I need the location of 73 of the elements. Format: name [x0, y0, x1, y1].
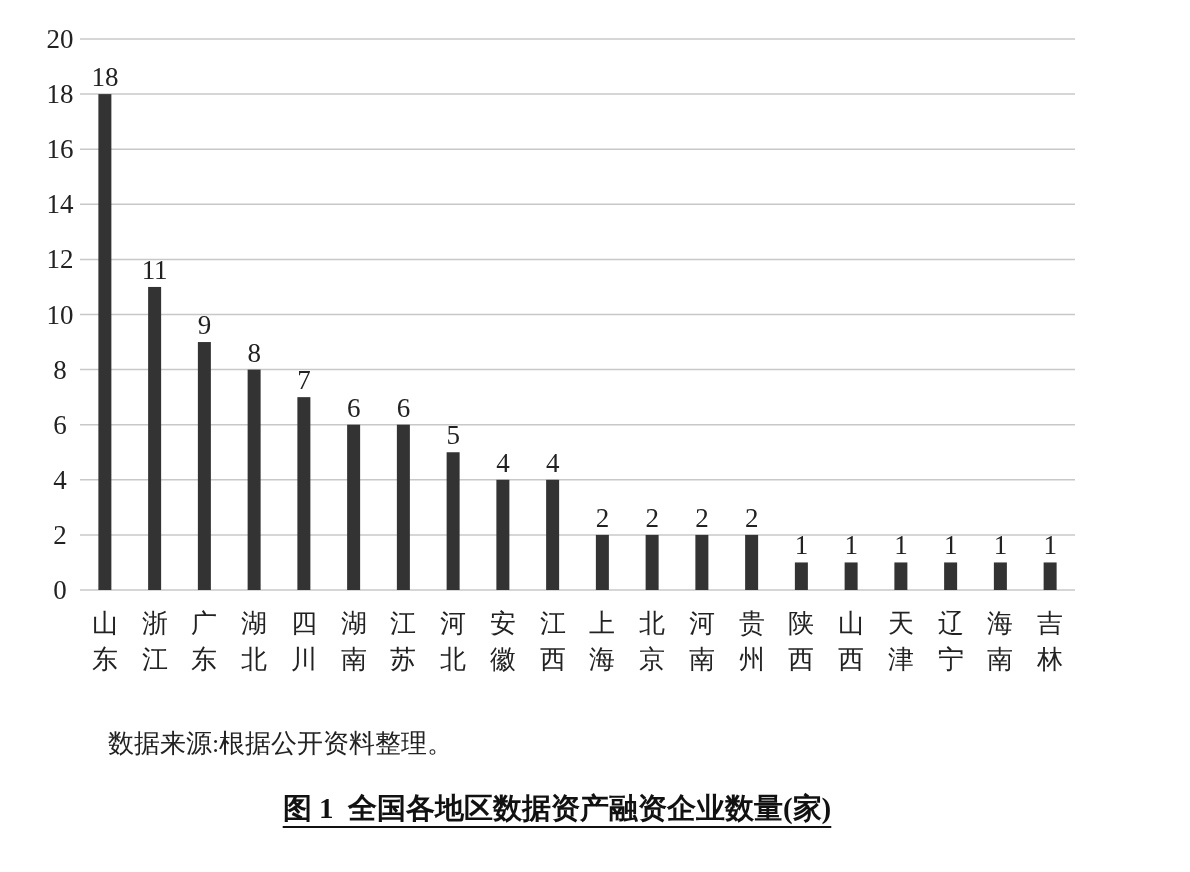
x-tick-label: 辽宁: [937, 609, 964, 674]
x-tick-label: 山西: [838, 609, 865, 674]
bar: [745, 534, 759, 590]
bar: [944, 562, 958, 590]
data-label: 8: [247, 337, 261, 368]
data-label: 2: [645, 502, 659, 533]
data-label: 1: [1043, 530, 1057, 561]
data-label: 2: [595, 502, 610, 533]
y-tick-label: 20: [46, 24, 74, 54]
y-tick-label: 18: [46, 79, 74, 110]
data-label: 2: [695, 502, 709, 533]
text: 图 1 全国各地区数据资产融资企业数量(家): [282, 792, 832, 825]
x-tick-label: 江苏: [390, 609, 417, 674]
bar: [197, 342, 211, 590]
data-label: 9: [197, 310, 212, 341]
y-tick-label: 16: [46, 134, 74, 165]
x-tick-label: 上海: [589, 609, 616, 674]
data-label: 1: [844, 530, 858, 561]
x-tick-label: 广东: [191, 609, 218, 674]
bar: [894, 562, 908, 590]
bar: [98, 94, 112, 590]
x-tick-label: 湖北: [241, 609, 268, 674]
bar: [645, 534, 659, 590]
data-label: 1: [894, 530, 908, 561]
bar: [595, 534, 609, 590]
data-label: 7: [297, 365, 311, 396]
bar: [993, 562, 1007, 590]
bar: [247, 369, 261, 590]
bar: [148, 286, 162, 590]
x-tick-label: 山东: [91, 609, 118, 674]
x-tick-label: 安徽: [489, 609, 516, 674]
bar: [297, 397, 311, 590]
x-tick-label: 江西: [539, 609, 566, 674]
y-tick-label: 14: [46, 189, 74, 220]
source-note: 数据来源:根据公开资料整理。: [108, 729, 454, 758]
data-label: 4: [545, 447, 560, 478]
y-tick-label: 0: [53, 575, 67, 605]
data-label: 1: [794, 530, 809, 561]
data-label: 4: [496, 447, 511, 478]
bar: [695, 534, 709, 590]
y-tick-label: 12: [46, 244, 74, 275]
x-tick-label: 陕西: [788, 609, 815, 674]
x-tick-label: 河南: [688, 609, 715, 674]
bar: [844, 562, 858, 590]
bar: [794, 562, 808, 590]
bar: [496, 479, 510, 590]
x-tick-label: 北京: [639, 609, 666, 674]
bar: [1043, 562, 1057, 590]
data-label: 11: [141, 254, 168, 285]
bar: [546, 479, 560, 590]
data-label: 6: [396, 392, 411, 423]
x-tick-label: 四川: [290, 609, 317, 674]
data-label: 1: [943, 530, 958, 561]
x-tick-label: 贵州: [738, 609, 765, 674]
x-tick-label: 浙江: [141, 609, 168, 674]
data-label: 2: [744, 502, 759, 533]
x-tick-label: 吉林: [1036, 609, 1064, 674]
y-tick-label: 2: [53, 519, 67, 550]
bar: [396, 424, 410, 590]
bar: [347, 424, 361, 590]
data-label: 18: [91, 62, 119, 93]
x-tick-label: 海南: [987, 609, 1014, 674]
y-tick-label: 6: [53, 409, 67, 440]
data-label: 6: [346, 392, 361, 423]
y-tick-label: 4: [53, 464, 68, 495]
x-tick-label: 天津: [887, 609, 914, 674]
x-tick-label: 湖南: [340, 609, 367, 674]
data-label: 1: [993, 530, 1008, 561]
bar: [446, 452, 460, 590]
y-tick-label: 8: [53, 354, 67, 385]
data-label: 5: [446, 420, 460, 451]
x-tick-label: 河北: [440, 609, 467, 674]
y-tick-label: 10: [46, 299, 74, 330]
